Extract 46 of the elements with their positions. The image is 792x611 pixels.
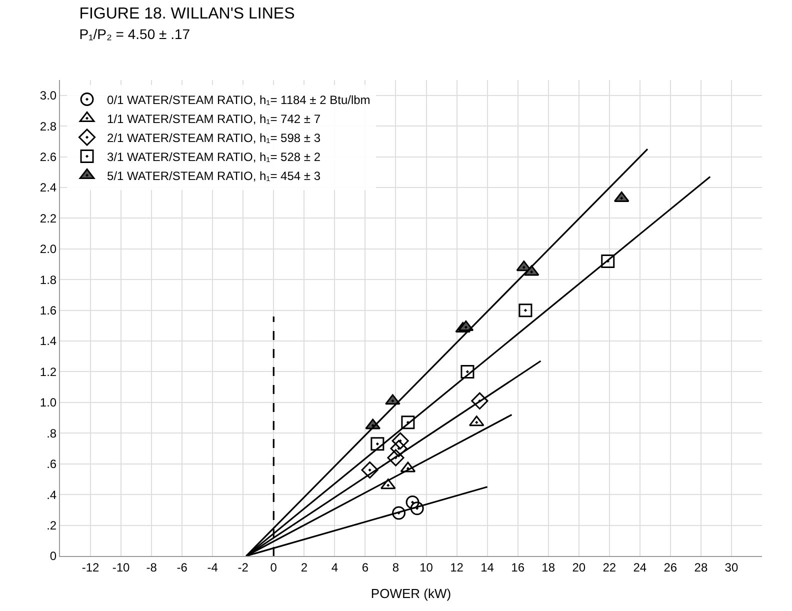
- x-tick-label: 16: [511, 560, 525, 574]
- x-tick-label: 28: [694, 560, 708, 574]
- x-tick-label: -4: [207, 560, 218, 574]
- x-tick-label: -10: [112, 560, 130, 574]
- x-tick-label: 30: [724, 560, 738, 574]
- y-tick-label: 1.8: [40, 272, 57, 287]
- legend-label: 0/1 WATER/STEAM RATIO, h₁= 1184 ± 2 Btu/lbm: [107, 92, 370, 107]
- x-tick-label: 2: [300, 560, 308, 574]
- y-tick-label: 2.2: [40, 211, 57, 226]
- x-tick-label: 20: [572, 560, 586, 574]
- chart-title: FIGURE 18. WILLAN'S LINES: [79, 5, 295, 22]
- x-tick-label: 26: [664, 560, 678, 574]
- y-tick-label: .6: [46, 457, 57, 472]
- y-tick-label: .4: [46, 488, 57, 502]
- x-tick-label: -2: [238, 560, 249, 574]
- y-tick-label: 3.0: [40, 88, 57, 103]
- x-tick-label: 24: [633, 560, 647, 574]
- x-tick-label: 4: [331, 560, 338, 574]
- y-tick-label: 1.2: [40, 364, 57, 379]
- y-tick-label: 2.8: [40, 119, 57, 134]
- x-tick-label: 22: [602, 560, 616, 574]
- y-tick-label: 2.0: [40, 242, 57, 256]
- x-axis-title: POWER (kW): [370, 586, 452, 601]
- legend-label: 2/1 WATER/STEAM RATIO, h₁= 598 ± 3: [107, 130, 321, 145]
- x-tick-label: 14: [480, 560, 494, 574]
- y-tick-label: .2: [46, 518, 57, 532]
- legend-label: 5/1 WATER/STEAM RATIO, h₁= 454 ± 3: [107, 168, 321, 183]
- y-tick-label: 1.0: [40, 396, 57, 410]
- x-tick-label: 10: [420, 560, 434, 574]
- x-tick-label: 8: [392, 560, 400, 574]
- y-tick-label: .8: [46, 426, 57, 440]
- x-tick-label: -8: [146, 560, 158, 574]
- x-tick-label: -6: [176, 560, 188, 574]
- y-tick-label: 2.4: [40, 180, 57, 195]
- legend-label: 3/1 WATER/STEAM RATIO, h₁= 528 ± 2: [107, 150, 321, 164]
- x-tick-label: -12: [82, 560, 100, 574]
- y-tick-label: 2.6: [40, 150, 57, 164]
- x-tick-label: 0: [270, 560, 278, 574]
- x-tick-label: 6: [362, 560, 369, 574]
- y-tick-label: 0: [50, 549, 57, 564]
- y-tick-label: 1.4: [40, 334, 57, 348]
- x-tick-label: 18: [542, 560, 556, 574]
- chart-subtitle: P₁/P₂ = 4.50 ± .17: [79, 26, 190, 42]
- x-tick-label: 12: [450, 560, 464, 574]
- legend-label: 1/1 WATER/STEAM RATIO, h₁= 742 ± 7: [107, 112, 321, 126]
- y-tick-label: 1.6: [40, 304, 57, 318]
